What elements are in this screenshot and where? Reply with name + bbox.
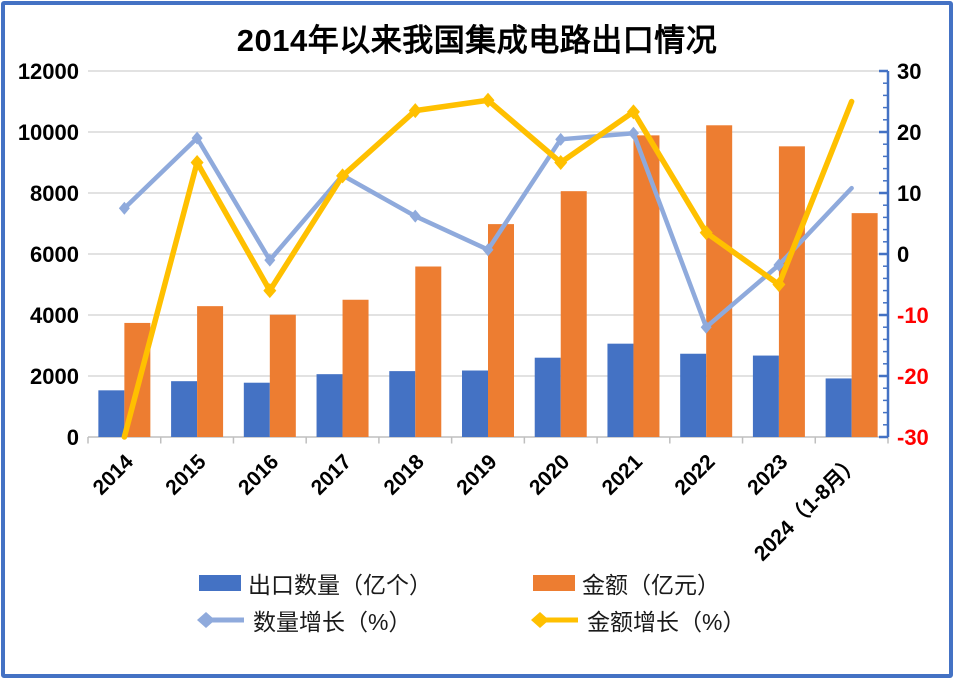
right-axis-label-10: 10 (897, 181, 921, 206)
bar-export-value-5 (488, 224, 514, 437)
x-axis-label-3: 2017 (307, 450, 356, 499)
bar-export-value-6 (560, 191, 587, 437)
bar-export-quantity-10 (825, 378, 852, 437)
marker-value-growth-6 (554, 155, 568, 170)
right-axis-label--30: -30 (897, 425, 929, 450)
bar-export-quantity-6 (534, 357, 561, 437)
bar-export-value-9 (778, 146, 805, 437)
right-axis-label--10: -10 (897, 303, 929, 328)
marker-quantity-growth-7 (627, 126, 639, 140)
legend-bar-swatch-export-value (533, 575, 575, 591)
marker-value-growth-3 (336, 168, 350, 184)
marker-quantity-growth-6 (555, 132, 567, 146)
marker-value-growth-4 (408, 103, 422, 119)
x-axis-label-7: 2021 (598, 450, 648, 500)
marker-quantity-growth-0 (118, 201, 130, 215)
bar-export-quantity-0 (98, 390, 125, 437)
bar-export-value-4 (415, 266, 442, 437)
marker-value-growth-7 (626, 104, 640, 120)
left-axis-label-4000: 4000 (30, 303, 79, 328)
bar-export-quantity-7 (607, 343, 634, 437)
bar-export-value-3 (342, 299, 369, 437)
marker-value-growth-1 (190, 155, 204, 170)
marker-quantity-growth-4 (409, 209, 421, 223)
marker-quantity-growth-8 (700, 320, 712, 334)
legend-bar-swatch-export-quantity (199, 575, 241, 591)
bar-export-quantity-1 (171, 381, 198, 437)
legend-item-quantity-growth: 数量增长（%） (196, 607, 530, 635)
right-axis-label-30: 30 (897, 59, 921, 84)
bar-export-value-7 (633, 135, 660, 438)
bar-export-quantity-2 (243, 382, 270, 437)
right-axis-label-20: 20 (897, 120, 921, 145)
left-axis-label-0: 0 (67, 425, 79, 450)
legend-label-quantity-growth: 数量增长（%） (253, 609, 412, 635)
x-axis-label-6: 2020 (525, 450, 574, 499)
marker-quantity-growth-1 (191, 131, 203, 145)
bar-export-quantity-9 (752, 355, 779, 437)
legend-label-value-growth: 金额增长（%） (587, 609, 746, 635)
marker-quantity-growth-5 (482, 243, 494, 257)
bar-export-value-10 (851, 213, 878, 437)
legend-label-export-value: 金额（亿元） (582, 572, 720, 598)
legend-label-export-quantity: 出口数量（亿个） (248, 572, 432, 598)
legend-item-export-quantity: 出口数量（亿个） (196, 570, 530, 598)
legend-item-value-growth: 金额增长（%） (530, 607, 745, 635)
right-axis-label-0: 0 (897, 242, 909, 267)
x-axis-label-1: 2015 (161, 450, 211, 500)
bar-export-value-2 (269, 314, 296, 437)
left-axis-label-6000: 6000 (30, 242, 79, 267)
bar-export-quantity-4 (389, 371, 416, 437)
marker-quantity-growth-9 (773, 258, 785, 272)
legend-line-swatch-value-growth (531, 612, 578, 628)
marker-value-growth-9 (772, 277, 786, 292)
x-axis-label-4: 2018 (380, 450, 430, 500)
bar-export-quantity-5 (462, 370, 488, 437)
legend-line-swatch-quantity-growth (197, 612, 244, 628)
left-axis-label-12000: 12000 (18, 59, 79, 84)
x-axis-label-5: 2019 (452, 450, 501, 499)
x-axis-label-2: 2016 (234, 450, 283, 499)
left-axis-label-10000: 10000 (18, 120, 79, 145)
marker-value-growth-2 (263, 283, 277, 299)
left-axis-label-8000: 8000 (30, 181, 79, 206)
chart-title: 2014年以来我国集成电路出口情况 (236, 23, 718, 58)
bar-export-quantity-3 (316, 374, 343, 437)
legend-item-export-value: 金额（亿元） (530, 570, 745, 598)
left-axis-label-2000: 2000 (30, 364, 79, 389)
bar-export-quantity-8 (680, 353, 707, 437)
bar-export-value-8 (706, 125, 733, 437)
marker-value-growth-5 (481, 92, 495, 108)
marker-quantity-growth-2 (264, 253, 276, 267)
x-axis-label-0: 2014 (89, 450, 139, 500)
right-axis-label--20: -20 (897, 364, 929, 389)
bar-export-value-1 (197, 306, 224, 437)
marker-value-growth-8 (699, 225, 713, 241)
x-axis-label-9: 2023 (743, 450, 792, 499)
x-axis-label-8: 2022 (670, 450, 719, 499)
chart-legend: 出口数量（亿个） 金额（亿元） 数量增长（%） 金额增长（%） (196, 570, 745, 635)
